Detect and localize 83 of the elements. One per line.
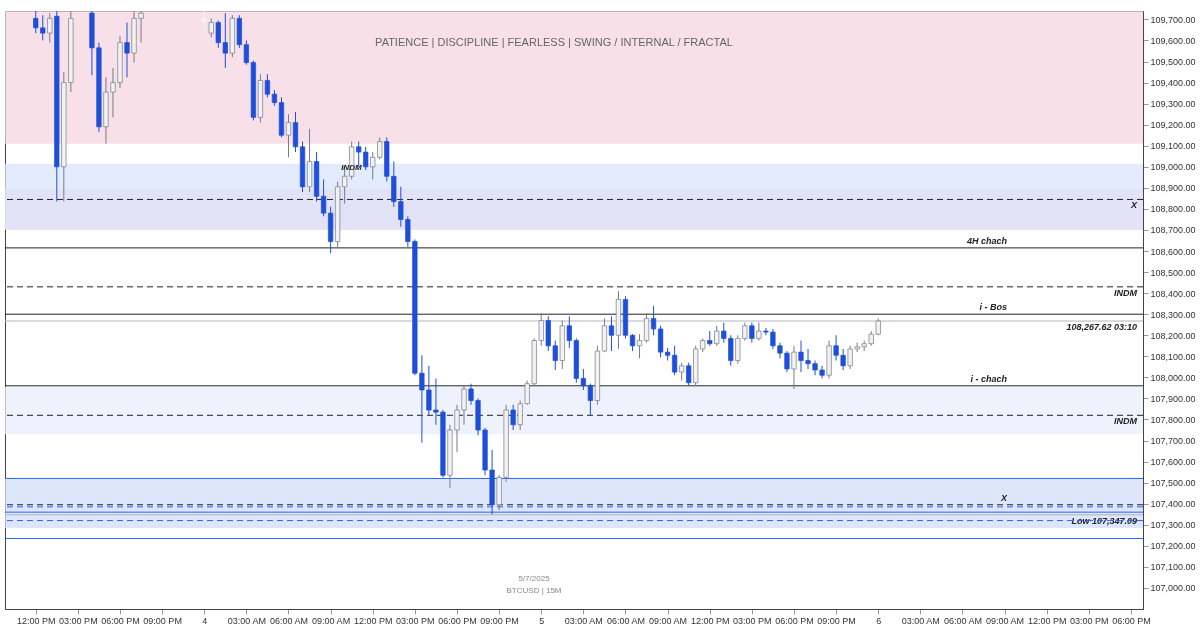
y-tick-label: 109,000.00	[1150, 162, 1196, 173]
ref-line-label: INDM	[1114, 287, 1138, 298]
ref-line-label: i - Bos	[979, 302, 1007, 313]
y-tick-label: 108,700.00	[1150, 225, 1196, 236]
x-tick-label: 03:00 PM	[1070, 615, 1109, 626]
x-tick-label: 06:00 PM	[1112, 615, 1151, 626]
y-tick-label: 107,000.00	[1150, 583, 1196, 594]
x-tick-label: 09:00 AM	[649, 615, 688, 626]
y-tick-label: 107,400.00	[1150, 499, 1196, 510]
ref-line-label: 108,267.62 03:10	[1066, 322, 1137, 333]
x-tick-label: 09:00 PM	[143, 615, 182, 626]
y-tick-label: 109,600.00	[1150, 35, 1196, 46]
x-tick-label: 03:00 PM	[733, 615, 772, 626]
y-tick-label: 107,200.00	[1150, 541, 1196, 552]
x-tick-label: 09:00 PM	[817, 615, 856, 626]
x-tick-label: 09:00 AM	[312, 615, 351, 626]
candlestick	[320, 178, 327, 217]
candlestick	[749, 322, 755, 344]
y-tick-label: 107,100.00	[1150, 562, 1196, 573]
candlestick	[608, 315, 615, 352]
candlestick	[756, 322, 762, 342]
candlestick	[714, 325, 720, 347]
x-tick-label: 03:00 AM	[564, 615, 603, 626]
text: PATIENCE | DISCIPLINE | FEARLESS | SWING / INTERNAL / FRACTAL	[375, 36, 733, 48]
annotation: INDM	[341, 163, 362, 173]
y-tick-label: 108,800.00	[1150, 204, 1196, 215]
y-tick-label: 109,300.00	[1150, 99, 1196, 110]
x-tick-label: 03:00 AM	[227, 615, 266, 626]
y-tick-label: 108,500.00	[1150, 267, 1196, 278]
candlestick	[643, 312, 650, 344]
candlestick	[636, 333, 643, 359]
x-tick-label: 03:00 AM	[901, 615, 940, 626]
x-tick-label: 09:00 PM	[480, 615, 519, 626]
y-tick-label: 107,600.00	[1150, 457, 1196, 468]
x-tick-label: 12:00 PM	[1027, 615, 1067, 626]
x-tick-label: 12:00 PM	[353, 615, 393, 626]
y-tick-label: 109,700.00	[1150, 14, 1196, 25]
y-tick-label: 108,200.00	[1150, 330, 1196, 341]
candlestick	[686, 362, 692, 387]
y-tick-label: 107,300.00	[1150, 520, 1196, 531]
ref-line-label: i - chach	[970, 373, 1008, 384]
x-tick-label: 06:00 PM	[438, 615, 477, 626]
candlestick	[285, 113, 292, 158]
y-tick-label: 108,900.00	[1150, 183, 1196, 194]
candlestick	[264, 73, 271, 98]
y-tick-label: 107,500.00	[1150, 478, 1196, 489]
x-tick-label: 12:00 PM	[690, 615, 730, 626]
ref-line-label: Low 107,347.09	[1071, 515, 1137, 526]
candlestick	[657, 325, 664, 358]
ref-line-label: 4H chach	[965, 235, 1008, 246]
x-tick-label: 12:00 PM	[16, 615, 56, 626]
y-tick-label: 108,000.00	[1150, 372, 1196, 383]
y-tick-label: 108,300.00	[1150, 309, 1196, 320]
y-tick-label: 107,800.00	[1150, 414, 1196, 425]
y-tick-label: 108,600.00	[1150, 246, 1196, 257]
y-tick-label: 109,500.00	[1150, 57, 1196, 68]
y-tick-label: 109,100.00	[1150, 141, 1196, 152]
y-tick-label: 108,400.00	[1150, 288, 1196, 299]
ref-line-label: INDM	[1114, 416, 1138, 427]
x-tick-label: 03:00 PM	[396, 615, 435, 626]
x-tick-label: 09:00 AM	[986, 615, 1025, 626]
ref-line-label: X	[999, 492, 1008, 503]
x-tick-label: 5	[539, 615, 545, 626]
x-tick-label: 4	[202, 615, 208, 626]
ref-line-label: X	[1129, 200, 1138, 211]
y-tick-label: 108,100.00	[1150, 351, 1196, 362]
x-tick-label: 06:00 AM	[606, 615, 645, 626]
candlestick	[47, 12, 53, 44]
x-tick-label: 6	[876, 615, 882, 626]
x-tick-label: 06:00 PM	[101, 615, 140, 626]
x-tick-label: 06:00 PM	[775, 615, 814, 626]
annotation: 5/7/2025	[518, 574, 551, 583]
candlestick	[124, 22, 130, 78]
annotation: BTCUSD | 15M	[506, 586, 562, 595]
candlestick	[510, 404, 516, 431]
y-tick-label: 107,700.00	[1150, 436, 1196, 447]
y-tick-label: 109,200.00	[1150, 120, 1196, 131]
candlestick	[650, 305, 657, 336]
x-tick-label: 06:00 AM	[943, 615, 982, 626]
y-tick-label: 109,400.00	[1150, 78, 1196, 89]
x-tick-label: 06:00 AM	[269, 615, 309, 626]
x-tick-label: 03:00 PM	[59, 615, 98, 626]
y-tick-label: 107,900.00	[1150, 393, 1196, 404]
